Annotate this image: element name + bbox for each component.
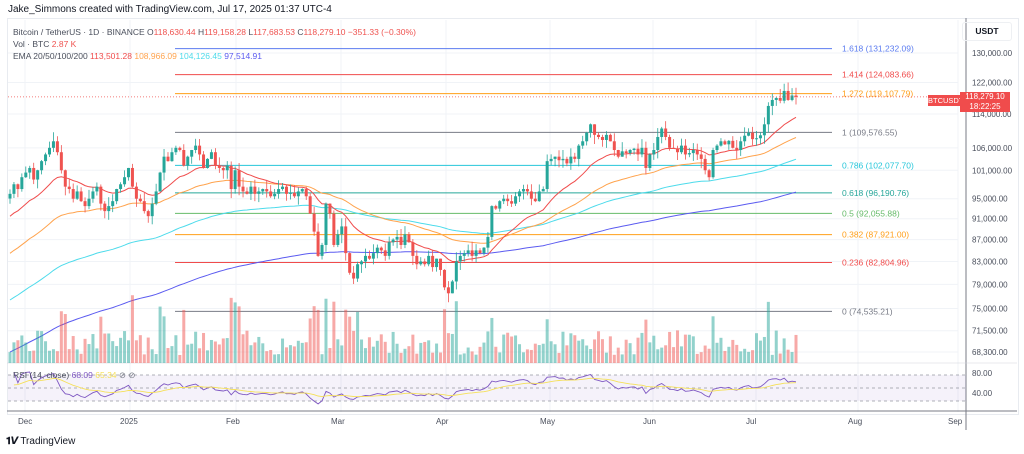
svg-text:122,000.00: 122,000.00 xyxy=(972,79,1013,88)
svg-text:0.618 (96,190.76): 0.618 (96,190.76) xyxy=(842,188,909,198)
svg-text:Jun: Jun xyxy=(643,417,656,426)
svg-text:71,500.00: 71,500.00 xyxy=(972,327,1008,336)
volume-row[interactable]: Vol · BTC 2.87 K xyxy=(13,39,77,49)
svg-text:1.272 (119,107.79): 1.272 (119,107.79) xyxy=(842,89,913,99)
svg-text:1.618 (131,232.09): 1.618 (131,232.09) xyxy=(842,44,914,54)
svg-text:95,000.00: 95,000.00 xyxy=(972,195,1008,204)
chart-frame xyxy=(7,18,1019,415)
svg-text:1.414 (124,083.66): 1.414 (124,083.66) xyxy=(842,70,914,80)
svg-text:Feb: Feb xyxy=(226,417,240,426)
ohlc-row: Bitcoin / TetherUS · 1D · BINANCE O118,6… xyxy=(13,27,416,37)
hidden-value-icon: ⊘ ⊘ xyxy=(118,370,136,380)
tradingview-logo-icon: 𝟏𝙑 xyxy=(6,436,18,447)
chart-attribution: Jake_Simmons created with TradingView.co… xyxy=(8,4,332,15)
svg-text:101,000.00: 101,000.00 xyxy=(972,166,1013,175)
chart-legend: Bitcoin / TetherUS · 1D · BINANCE O118,6… xyxy=(13,26,416,62)
tradingview-logo[interactable]: 𝟏𝙑 TradingView xyxy=(6,436,76,447)
rsi-value: 68.09 xyxy=(71,370,93,380)
svg-text:Mar: Mar xyxy=(331,417,345,426)
svg-text:May: May xyxy=(540,417,555,426)
svg-text:75,000.00: 75,000.00 xyxy=(972,305,1008,314)
svg-text:2025: 2025 xyxy=(120,417,138,426)
symbol-price-tag: BTCUSDT xyxy=(928,95,964,106)
ema100-value: 104,126.45 xyxy=(179,51,222,61)
svg-text:Dec: Dec xyxy=(18,417,32,426)
svg-text:Sep: Sep xyxy=(948,417,963,426)
svg-text:0.786 (102,077.70): 0.786 (102,077.70) xyxy=(842,160,914,170)
currency-label[interactable]: USDT xyxy=(962,22,1012,41)
ema20-value: 113,501.28 xyxy=(90,51,132,61)
svg-text:1 (109,576.55): 1 (109,576.55) xyxy=(842,127,897,137)
svg-text:83,000.00: 83,000.00 xyxy=(972,257,1008,266)
last-price-tag: 118,279.10 18:22:25 xyxy=(960,92,1010,112)
change-value: −351.33 (−0.30%) xyxy=(347,27,416,37)
svg-text:80.00: 80.00 xyxy=(972,369,993,378)
last-price: 118,279.10 xyxy=(965,92,1005,101)
ema50-value: 108,966.09 xyxy=(134,51,177,61)
open-value: 118,630.44 xyxy=(153,27,196,37)
svg-text:130,000.00: 130,000.00 xyxy=(972,49,1013,58)
low-value: 117,683.53 xyxy=(253,27,296,37)
svg-text:79,000.00: 79,000.00 xyxy=(972,280,1008,289)
svg-text:0.236 (82,804.96): 0.236 (82,804.96) xyxy=(842,258,909,268)
rsi-legend[interactable]: RSI (14, close) 68.09 65.34 ⊘ ⊘ xyxy=(13,370,136,380)
svg-text:87,000.00: 87,000.00 xyxy=(972,236,1008,245)
close-value: 118,279.10 xyxy=(303,27,346,37)
ema200-value: 97,514.91 xyxy=(224,51,263,61)
svg-text:91,000.00: 91,000.00 xyxy=(972,215,1008,224)
svg-text:Aug: Aug xyxy=(848,417,862,426)
symbol-description[interactable]: Bitcoin / TetherUS · 1D · BINANCE xyxy=(13,27,145,37)
high-value: 119,158.28 xyxy=(204,27,246,37)
svg-text:0 (74,535.21): 0 (74,535.21) xyxy=(842,306,893,316)
ema-row[interactable]: EMA 20/50/100/200 113,501.28 108,966.09 … xyxy=(13,51,263,61)
svg-text:0.5 (92,055.88): 0.5 (92,055.88) xyxy=(842,208,900,218)
svg-text:Jul: Jul xyxy=(746,417,756,426)
svg-text:Apr: Apr xyxy=(436,417,449,426)
bar-countdown: 18:22:25 xyxy=(969,102,1001,111)
rsi-ma-value: 65.34 xyxy=(95,370,117,380)
svg-text:106,000.00: 106,000.00 xyxy=(972,144,1013,153)
svg-text:68,300.00: 68,300.00 xyxy=(972,348,1008,357)
svg-text:114,000.00: 114,000.00 xyxy=(972,110,1012,119)
svg-text:40.00: 40.00 xyxy=(972,389,993,398)
volume-value: 2.87 K xyxy=(51,39,77,49)
svg-text:0.382 (87,921.00): 0.382 (87,921.00) xyxy=(842,230,909,240)
